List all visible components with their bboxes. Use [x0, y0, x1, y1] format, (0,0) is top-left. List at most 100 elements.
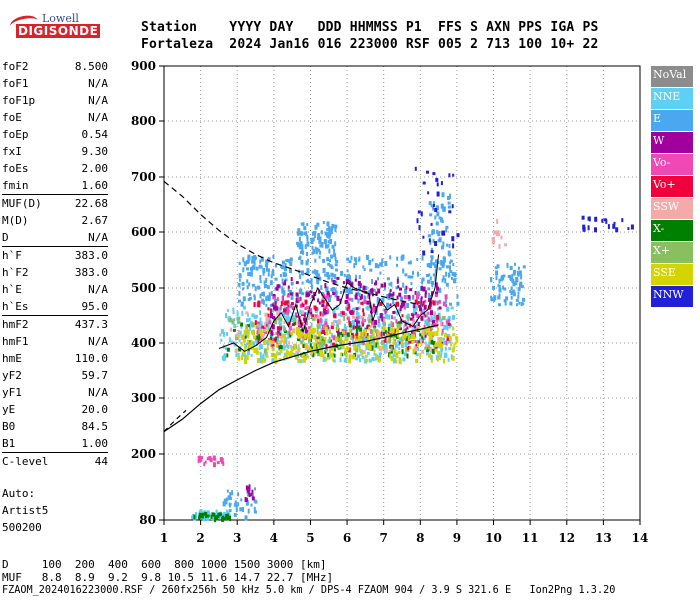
- data-point: [414, 290, 417, 295]
- data-point: [324, 273, 327, 277]
- data-point: [400, 343, 404, 348]
- data-point: [444, 346, 447, 351]
- data-point: [271, 270, 275, 276]
- data-point: [280, 339, 284, 343]
- data-point: [296, 312, 299, 316]
- data-point: [522, 265, 526, 269]
- data-point: [341, 311, 345, 316]
- param-name: B0: [2, 420, 16, 433]
- data-point: [258, 264, 262, 269]
- data-point: [432, 201, 435, 207]
- data-point: [357, 354, 360, 359]
- data-point: [228, 512, 231, 516]
- data-point: [375, 354, 378, 359]
- data-point: [395, 354, 399, 359]
- data-point: [297, 335, 300, 339]
- data-point: [238, 330, 240, 333]
- data-point: [436, 301, 439, 306]
- data-point: [432, 273, 436, 277]
- data-point: [311, 353, 314, 357]
- data-point: [313, 352, 316, 356]
- data-point: [321, 340, 325, 345]
- data-point: [302, 344, 305, 348]
- data-point: [445, 320, 449, 324]
- data-point: [250, 266, 253, 272]
- data-point: [257, 304, 261, 308]
- data-point: [214, 517, 217, 523]
- data-point: [449, 302, 452, 306]
- data-point: [360, 301, 364, 305]
- data-point: [322, 353, 325, 359]
- data-point: [412, 348, 415, 352]
- data-point: [418, 304, 422, 308]
- param-row: foF2 8.500: [2, 58, 108, 75]
- data-point: [295, 281, 299, 285]
- data-point: [349, 354, 352, 360]
- data-point: [308, 293, 310, 297]
- data-point: [230, 327, 232, 332]
- data-point: [371, 329, 374, 335]
- data-point: [261, 292, 264, 296]
- data-point: [351, 310, 355, 315]
- data-point: [357, 312, 360, 316]
- legend-item: SSE: [651, 264, 693, 286]
- data-point: [371, 307, 375, 313]
- data-point: [320, 336, 324, 340]
- data-point: [417, 347, 420, 351]
- data-point: [314, 224, 318, 230]
- data-point: [397, 343, 400, 347]
- data-point: [433, 315, 437, 319]
- data-point: [373, 342, 376, 347]
- x-tick-label: 3: [233, 531, 241, 545]
- data-point: [299, 241, 303, 245]
- data-point: [309, 343, 312, 349]
- data-point: [306, 236, 309, 242]
- param-row: h`F 383.0: [2, 247, 108, 264]
- data-point: [281, 333, 285, 337]
- data-point: [261, 358, 264, 364]
- data-point: [377, 357, 381, 363]
- data-point: [422, 181, 426, 185]
- data-point: [298, 359, 302, 363]
- data-point: [328, 345, 331, 351]
- data-point: [361, 355, 365, 359]
- data-point: [348, 358, 352, 364]
- data-point: [437, 231, 441, 237]
- data-point: [274, 277, 278, 281]
- data-point: [259, 280, 262, 284]
- data-point: [204, 460, 207, 464]
- data-point: [299, 255, 302, 259]
- data-point: [312, 316, 315, 321]
- data-point: [522, 297, 525, 302]
- data-point: [322, 300, 325, 303]
- data-point: [333, 310, 336, 315]
- data-point: [369, 335, 372, 341]
- data-point: [371, 357, 375, 361]
- data-point: [427, 279, 430, 284]
- data-point: [340, 270, 344, 276]
- data-point: [353, 344, 357, 350]
- x-tick-label: 4: [270, 531, 278, 545]
- data-point: [306, 268, 310, 274]
- data-point: [518, 301, 521, 305]
- data-point: [404, 288, 408, 294]
- data-point: [452, 314, 455, 320]
- data-point: [360, 353, 363, 357]
- data-point: [421, 285, 423, 291]
- param-value: 437.3: [74, 318, 108, 331]
- data-point: [437, 327, 440, 332]
- data-point: [363, 337, 366, 341]
- data-point: [396, 263, 398, 267]
- data-point: [416, 218, 419, 224]
- data-point: [382, 321, 386, 326]
- data-point: [411, 334, 414, 340]
- data-point: [387, 331, 391, 335]
- data-point: [327, 243, 330, 248]
- data-point: [198, 510, 201, 514]
- data-point: [295, 298, 299, 304]
- data-point: [332, 358, 335, 362]
- data-point: [386, 277, 390, 281]
- data-point: [235, 337, 238, 341]
- data-point: [452, 326, 455, 331]
- data-point: [325, 344, 328, 349]
